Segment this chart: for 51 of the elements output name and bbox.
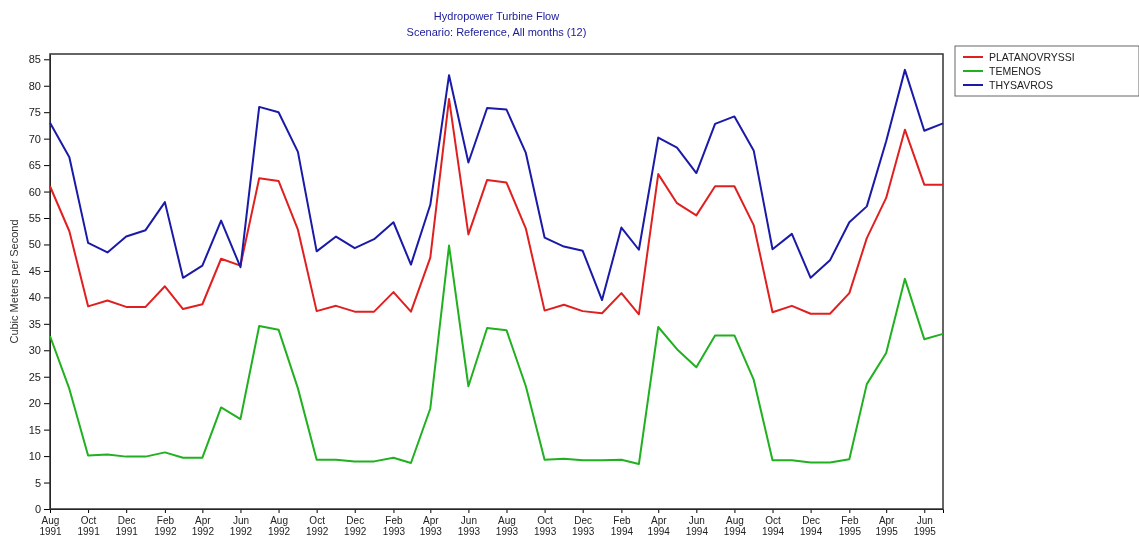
y-tick-label: 35 — [28, 317, 41, 330]
x-tick-label: Dec 1992 — [344, 515, 367, 538]
y-tick-label: 60 — [28, 185, 41, 198]
legend-label: THYSAVROS — [989, 79, 1053, 91]
x-tick-label: Aug 1991 — [39, 515, 63, 538]
y-tick-label: 15 — [28, 423, 41, 436]
x-tick-label: Aug 1992 — [267, 515, 291, 538]
legend-label: PLATANOVRYSSI — [989, 51, 1075, 63]
x-tick-label: Feb 1994 — [610, 515, 634, 538]
x-tick-label: Jun 1994 — [685, 515, 709, 538]
y-tick-label: 65 — [28, 159, 41, 172]
x-tick-label: Feb 1995 — [838, 515, 862, 538]
x-tick-label: Aug 1994 — [723, 515, 747, 538]
x-tick-label: Oct 1994 — [761, 515, 785, 538]
y-tick-label: 55 — [28, 212, 41, 225]
y-tick-label: 45 — [28, 264, 41, 277]
x-tick-label: Dec 1993 — [572, 515, 595, 538]
chart-subtitle: Scenario: Reference, All months (12) — [406, 26, 587, 38]
line-series — [49, 244, 944, 466]
y-tick-label: 30 — [28, 344, 41, 357]
y-tick-label: 80 — [28, 79, 41, 92]
y-tick-label: 75 — [28, 106, 41, 119]
x-tick-label: Apr 1994 — [647, 515, 671, 538]
x-tick-label: Apr 1995 — [875, 515, 899, 538]
y-tick-label: 10 — [28, 450, 41, 463]
line-series — [49, 68, 944, 302]
y-tick-label: 50 — [28, 238, 41, 251]
line-series — [49, 97, 944, 316]
x-tick-label: Feb 1993 — [382, 515, 406, 538]
x-tick-label: Oct 1993 — [533, 515, 557, 538]
x-tick-label: Oct 1991 — [77, 515, 101, 538]
legend-label: TEMENOS — [989, 65, 1041, 77]
y-tick-label: 85 — [28, 53, 41, 66]
x-tick-label: Dec 1994 — [799, 515, 823, 538]
y-tick-label: 0 — [34, 503, 41, 516]
x-tick-label: Apr 1992 — [191, 515, 215, 538]
x-tick-label: Jun 1992 — [229, 515, 253, 538]
x-tick-label: Apr 1993 — [419, 515, 443, 538]
y-tick-label: 20 — [28, 397, 41, 410]
x-tick-label: Dec 1991 — [115, 515, 139, 538]
x-tick-label: Jun 1995 — [913, 515, 937, 538]
x-tick-label: Aug 1993 — [495, 515, 519, 538]
x-tick-label: Jun 1993 — [457, 515, 481, 538]
chart-title: Hydropower Turbine Flow — [433, 10, 560, 22]
y-tick-label: 70 — [28, 132, 41, 145]
y-tick-label: 25 — [28, 370, 41, 383]
x-tick-label: Oct 1992 — [306, 515, 329, 538]
y-tick-label: 5 — [34, 476, 41, 489]
y-axis-title: Cubic Meters per Second — [8, 219, 20, 344]
y-tick-label: 40 — [28, 291, 41, 304]
x-tick-label: Feb 1992 — [154, 515, 177, 538]
